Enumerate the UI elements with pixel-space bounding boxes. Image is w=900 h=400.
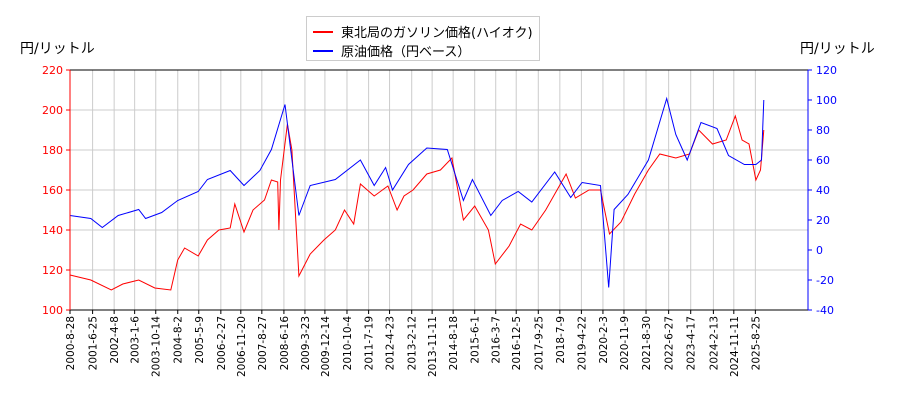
left-tick-label: 160 [42, 184, 63, 197]
legend-label: 東北局のガソリン価格(ハイオク) [341, 26, 533, 41]
x-tick-label: 2024-2-13 [708, 316, 720, 370]
left-tick-label: 220 [42, 64, 63, 77]
x-tick-label: 2004-8-2 [173, 316, 185, 364]
x-tick-label: 2019-4-22 [576, 316, 588, 370]
right-axis-label: 円/リットル [800, 41, 875, 57]
x-tick-label: 2006-11-20 [236, 316, 248, 377]
left-axis-label: 円/リットル [20, 41, 95, 57]
x-tick-label: 2015-6-1 [470, 316, 482, 364]
x-tick-label: 2008-6-16 [279, 316, 291, 371]
legend-swatch [313, 30, 333, 33]
x-tick-label: 2007-8-27 [257, 316, 269, 370]
x-tick-label: 2020-2-3 [598, 316, 610, 364]
left-tick-label: 120 [42, 264, 63, 277]
x-tick-label: 2005-5-9 [194, 316, 206, 364]
x-tick-label: 2009-3-23 [300, 316, 312, 370]
x-tick-label: 2016-12-5 [511, 316, 523, 370]
left-tick-label: 100 [42, 304, 63, 317]
right-tick-label: 20 [816, 214, 830, 227]
right-tick-label: 40 [816, 184, 830, 197]
x-tick-label: 2009-12-14 [320, 316, 332, 377]
right-tick-label: 80 [816, 124, 830, 137]
x-tick-label: 2006-2-27 [216, 316, 228, 370]
left-tick-label: 180 [42, 144, 63, 157]
crude-oil-price-line [69, 96, 765, 288]
x-tick-label: 2018-7-9 [555, 316, 567, 364]
x-tick-label: 2012-4-23 [385, 316, 397, 370]
right-tick-label: -20 [816, 274, 834, 287]
x-tick-label: 2025-8-25 [750, 316, 762, 370]
x-tick-label: 2013-2-12 [407, 316, 419, 370]
x-tick-label: 2024-11-11 [729, 316, 741, 377]
x-tick-label: 2011-7-19 [364, 316, 376, 370]
x-tick-label: 2000-8-28 [65, 316, 77, 370]
gasoline-price-line [69, 114, 765, 291]
x-tick-label: 2022-6-27 [664, 316, 676, 370]
legend-label: 原油価格（円ベース） [341, 45, 471, 60]
x-tick-label: 2003-10-14 [151, 316, 163, 377]
x-tick-label: 2001-6-25 [88, 316, 100, 370]
x-tick-label: 2010-10-4 [342, 316, 354, 371]
right-tick-label: 120 [816, 64, 837, 77]
legend: 東北局のガソリン価格(ハイオク) 原油価格（円ベース） [306, 16, 540, 61]
x-tick-label: 2016-3-7 [491, 316, 503, 364]
x-tick-label: 2020-11-9 [619, 316, 631, 370]
x-tick-label: 2013-11-11 [427, 316, 439, 377]
legend-swatch [313, 49, 333, 52]
x-tick-label: 2002-4-8 [109, 316, 121, 364]
x-tick-label: 2003-1-6 [130, 316, 142, 364]
x-tick-label: 2021-8-30 [641, 316, 653, 370]
right-tick-label: -40 [816, 304, 834, 317]
x-tick-label: 2014-8-18 [448, 316, 460, 370]
x-tick-label: 2023-4-17 [686, 316, 698, 370]
left-tick-label: 140 [42, 224, 63, 237]
right-tick-label: 0 [816, 244, 823, 257]
right-tick-label: 100 [816, 94, 837, 107]
x-tick-label: 2017-9-25 [533, 316, 545, 370]
legend-item-gasoline: 東北局のガソリン価格(ハイオク) [313, 22, 533, 41]
legend-item-crude: 原油価格（円ベース） [313, 41, 470, 60]
right-tick-label: 60 [816, 154, 830, 167]
left-tick-label: 200 [42, 104, 63, 117]
